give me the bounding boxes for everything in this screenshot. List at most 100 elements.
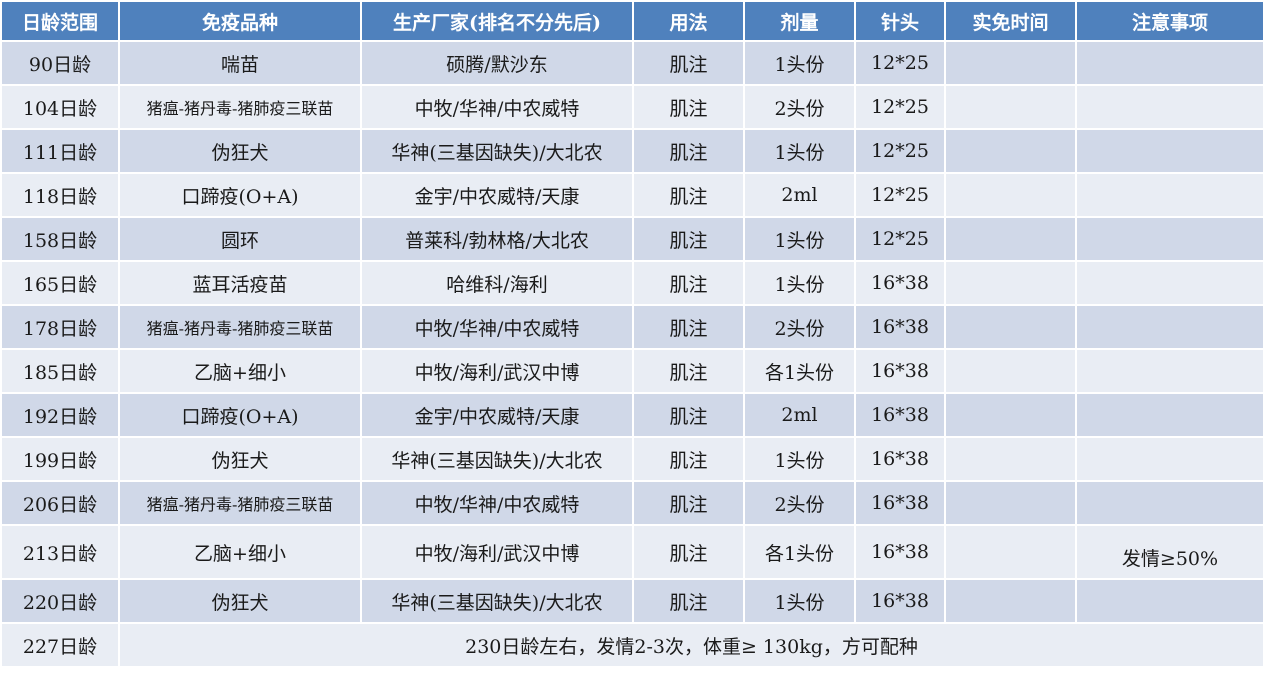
actual-time-cell [944,40,1077,86]
notes-cell [1075,40,1263,86]
usage-cell: 肌注 [632,40,745,86]
usage-cell: 肌注 [632,172,745,218]
dose-cell: 2ml [743,392,856,438]
table-row: 206日龄 猪瘟-猪丹毒-猪肺疫三联苗 中牧/华神/中农威特 肌注 2头份 16… [0,480,1263,526]
vaccine-cell: 圆环 [118,216,362,262]
usage-cell: 肌注 [632,578,745,624]
maker-cell: 金宇/中农威特/天康 [360,392,634,438]
notes-cell [1075,392,1263,438]
dose-cell: 1头份 [743,436,856,482]
actual-time-cell [944,260,1077,306]
table-row: 178日龄 猪瘟-猪丹毒-猪肺疫三联苗 中牧/华神/中农威特 肌注 2头份 16… [0,304,1263,350]
breeding-note-cell: 230日龄左右，发情2-3次，体重≥ 130kg，方可配种 [118,622,1263,668]
actual-time-cell [944,480,1077,526]
table-row: 158日龄 圆环 普莱科/勃林格/大北农 肌注 1头份 12*25 [0,216,1263,262]
maker-cell: 中牧/海利/武汉中博 [360,524,634,580]
actual-time-cell [944,436,1077,482]
vaccine-cell: 喘苗 [118,40,362,86]
needle-cell: 16*38 [854,480,946,526]
usage-cell: 肌注 [632,304,745,350]
table-row: 192日龄 口蹄疫(O+A) 金宇/中农威特/天康 肌注 2ml 16*38 [0,392,1263,438]
col-header-actual-time: 实免时间 [944,0,1077,42]
vaccine-cell: 口蹄疫(O+A) [118,172,362,218]
maker-cell: 金宇/中农威特/天康 [360,172,634,218]
col-header-dose: 剂量 [743,0,856,42]
needle-cell: 12*25 [854,172,946,218]
age-cell: 90日龄 [0,40,120,86]
dose-cell: 1头份 [743,260,856,306]
usage-cell: 肌注 [632,436,745,482]
notes-cell [1075,216,1263,262]
col-header-usage: 用法 [632,0,745,42]
dose-cell: 1头份 [743,216,856,262]
maker-cell: 硕腾/默沙东 [360,40,634,86]
notes-cell [1075,304,1263,350]
age-cell: 206日龄 [0,480,120,526]
table-row: 213日龄 乙脑+细小 中牧/海利/武汉中博 肌注 各1头份 16*38 发情≥… [0,524,1263,580]
notes-cell [1075,84,1263,130]
dose-cell: 2头份 [743,480,856,526]
age-cell: 118日龄 [0,172,120,218]
age-cell: 104日龄 [0,84,120,130]
header-row: 日龄范围 免疫品种 生产厂家(排名不分先后) 用法 剂量 针头 实免时间 注意事… [0,0,1263,42]
dose-cell: 2头份 [743,304,856,350]
usage-cell: 肌注 [632,84,745,130]
needle-cell: 16*38 [854,436,946,482]
vaccine-cell: 乙脑+细小 [118,524,362,580]
actual-time-cell [944,304,1077,350]
dose-cell: 各1头份 [743,348,856,394]
col-header-age: 日龄范围 [0,0,120,42]
col-header-maker: 生产厂家(排名不分先后) [360,0,634,42]
vaccine-cell: 猪瘟-猪丹毒-猪肺疫三联苗 [118,84,362,130]
maker-cell: 中牧/海利/武汉中博 [360,348,634,394]
needle-cell: 12*25 [854,40,946,86]
actual-time-cell [944,524,1077,580]
table-row: 111日龄 伪狂犬 华神(三基因缺失)/大北农 肌注 1头份 12*25 [0,128,1263,174]
age-cell: 178日龄 [0,304,120,350]
needle-cell: 12*25 [854,216,946,262]
actual-time-cell [944,172,1077,218]
needle-cell: 16*38 [854,392,946,438]
vaccine-cell: 乙脑+细小 [118,348,362,394]
final-row: 227日龄 230日龄左右，发情2-3次，体重≥ 130kg，方可配种 [0,622,1263,668]
needle-cell: 16*38 [854,524,946,580]
maker-cell: 中牧/华神/中农威特 [360,84,634,130]
notes-cell [1075,260,1263,306]
notes-cell [1075,480,1263,526]
notes-cell [1075,578,1263,624]
maker-cell: 普莱科/勃林格/大北农 [360,216,634,262]
dose-cell: 1头份 [743,128,856,174]
dose-cell: 1头份 [743,40,856,86]
table-row: 185日龄 乙脑+细小 中牧/海利/武汉中博 肌注 各1头份 16*38 [0,348,1263,394]
maker-cell: 哈维科/海利 [360,260,634,306]
needle-cell: 16*38 [854,260,946,306]
actual-time-cell [944,84,1077,130]
table-row: 165日龄 蓝耳活疫苗 哈维科/海利 肌注 1头份 16*38 [0,260,1263,306]
vaccine-cell: 猪瘟-猪丹毒-猪肺疫三联苗 [118,480,362,526]
dose-cell: 2ml [743,172,856,218]
vaccine-cell: 伪狂犬 [118,436,362,482]
table-row: 220日龄 伪狂犬 华神(三基因缺失)/大北农 肌注 1头份 16*38 [0,578,1263,624]
actual-time-cell [944,392,1077,438]
vaccine-cell: 伪狂犬 [118,128,362,174]
age-cell: 165日龄 [0,260,120,306]
age-cell: 158日龄 [0,216,120,262]
col-header-needle: 针头 [854,0,946,42]
age-cell: 220日龄 [0,578,120,624]
table-row: 118日龄 口蹄疫(O+A) 金宇/中农威特/天康 肌注 2ml 12*25 [0,172,1263,218]
age-cell: 192日龄 [0,392,120,438]
usage-cell: 肌注 [632,216,745,262]
table-row: 90日龄 喘苗 硕腾/默沙东 肌注 1头份 12*25 [0,40,1263,86]
usage-cell: 肌注 [632,524,745,580]
age-cell: 227日龄 [0,622,120,668]
needle-cell: 12*25 [854,128,946,174]
usage-cell: 肌注 [632,348,745,394]
maker-cell: 中牧/华神/中农威特 [360,304,634,350]
age-cell: 111日龄 [0,128,120,174]
actual-time-cell [944,578,1077,624]
actual-time-cell [944,348,1077,394]
vaccine-cell: 猪瘟-猪丹毒-猪肺疫三联苗 [118,304,362,350]
age-cell: 213日龄 [0,524,120,580]
needle-cell: 16*38 [854,348,946,394]
col-header-vaccine: 免疫品种 [118,0,362,42]
